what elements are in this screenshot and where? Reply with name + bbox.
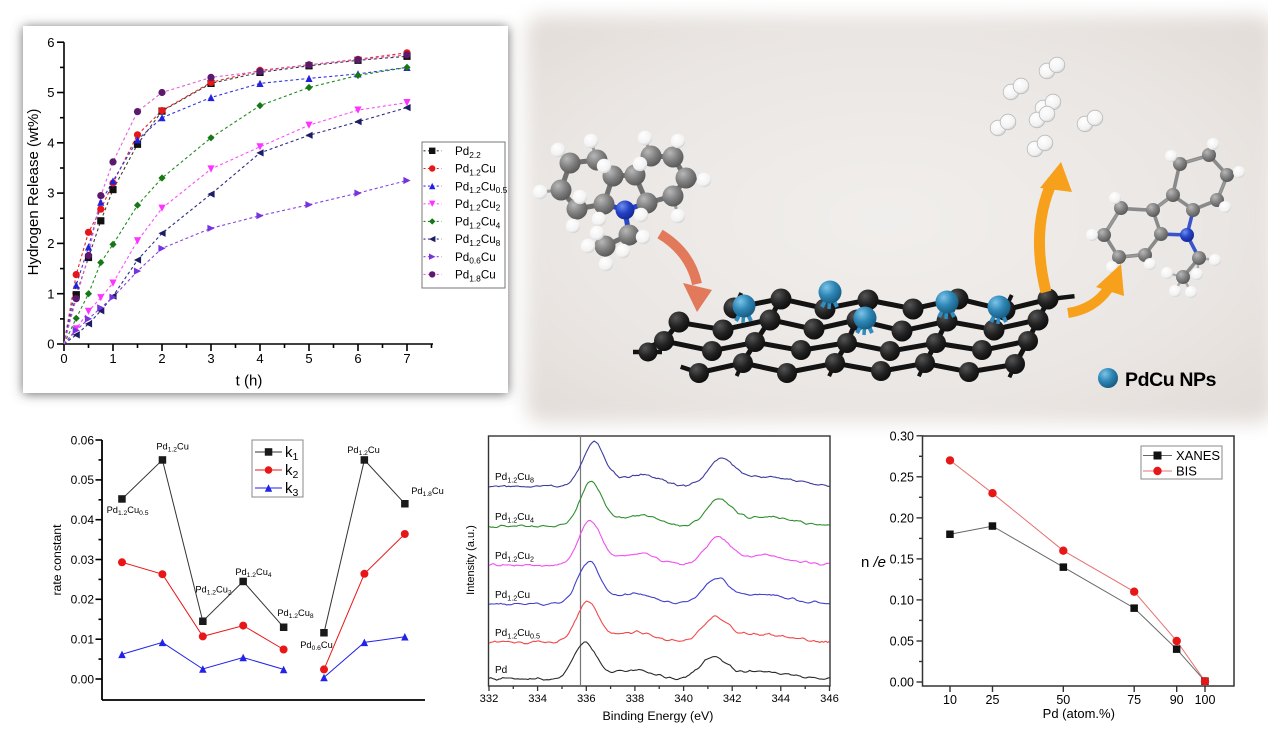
svg-text:332: 332 xyxy=(480,693,499,705)
svg-text:340: 340 xyxy=(674,693,693,705)
svg-text:Pd1.2Cu0.5: Pd1.2Cu0.5 xyxy=(495,628,540,640)
svg-text:2: 2 xyxy=(158,351,165,366)
svg-text:0.25: 0.25 xyxy=(890,470,914,484)
svg-text:0.10: 0.10 xyxy=(890,593,914,607)
svg-text:0.05: 0.05 xyxy=(890,635,914,649)
svg-text:n /e: n /e xyxy=(861,554,886,571)
svg-text:338: 338 xyxy=(626,693,645,705)
svg-text:6: 6 xyxy=(47,35,54,50)
svg-text:7: 7 xyxy=(403,351,410,366)
svg-text:5: 5 xyxy=(305,351,312,366)
svg-text:Intensity (a.u.): Intensity (a.u.) xyxy=(465,525,477,595)
svg-text:0: 0 xyxy=(47,337,54,352)
svg-text:75: 75 xyxy=(1127,693,1141,707)
svg-text:344: 344 xyxy=(771,693,790,705)
svg-text:Pd1.2Cu0.5: Pd1.2Cu0.5 xyxy=(455,180,508,195)
svg-text:3: 3 xyxy=(47,186,54,201)
svg-text:10: 10 xyxy=(943,693,957,707)
svg-text:Pd0.6Cu: Pd0.6Cu xyxy=(300,640,333,652)
svg-text:Pd1.2Cu2: Pd1.2Cu2 xyxy=(495,551,534,563)
svg-text:0: 0 xyxy=(60,351,67,366)
svg-text:0.03: 0.03 xyxy=(71,553,95,567)
svg-text:Pd0.6Cu: Pd0.6Cu xyxy=(455,251,496,266)
svg-text:3: 3 xyxy=(207,351,214,366)
svg-text:BIS: BIS xyxy=(1176,464,1197,479)
svg-text:0.05: 0.05 xyxy=(71,473,95,487)
svg-text:90: 90 xyxy=(1170,693,1184,707)
svg-text:Pd1.2Cu: Pd1.2Cu xyxy=(156,442,189,454)
svg-text:Pd: Pd xyxy=(495,665,507,676)
svg-text:0.04: 0.04 xyxy=(71,513,95,527)
svg-text:Pd1.2Cu: Pd1.2Cu xyxy=(495,590,530,602)
svg-text:Pd1.2Cu0.5: Pd1.2Cu0.5 xyxy=(107,505,149,517)
svg-text:Pd1.2Cu4: Pd1.2Cu4 xyxy=(495,512,534,524)
svg-text:Pd1.2Cu2: Pd1.2Cu2 xyxy=(195,585,232,597)
svg-text:Pd1.2Cu4: Pd1.2Cu4 xyxy=(235,567,272,579)
svg-text:Pd1.2Cu: Pd1.2Cu xyxy=(347,445,380,457)
svg-text:Pd1.2Cu8: Pd1.2Cu8 xyxy=(455,233,501,248)
svg-text:0.06: 0.06 xyxy=(71,433,95,447)
svg-text:Pd1.2Cu8: Pd1.2Cu8 xyxy=(277,608,314,620)
svg-text:0.02: 0.02 xyxy=(71,593,95,607)
svg-text:346: 346 xyxy=(820,693,839,705)
svg-text:50: 50 xyxy=(1056,693,1070,707)
svg-text:0.15: 0.15 xyxy=(890,552,914,566)
svg-text:Hydrogen Release (wt%): Hydrogen Release (wt%) xyxy=(25,109,42,276)
svg-text:rate constant: rate constant xyxy=(50,524,64,596)
svg-text:4: 4 xyxy=(256,351,263,366)
svg-text:2: 2 xyxy=(47,236,54,251)
svg-text:100: 100 xyxy=(1195,693,1216,707)
svg-text:6: 6 xyxy=(354,351,361,366)
svg-text:334: 334 xyxy=(528,693,547,705)
svg-text:Pd1.8Cu: Pd1.8Cu xyxy=(455,269,496,284)
svg-text:PdCu NPs: PdCu NPs xyxy=(1125,369,1217,391)
svg-text:Binding Energy (eV): Binding Energy (eV) xyxy=(603,709,714,723)
svg-text:0.20: 0.20 xyxy=(890,511,914,525)
svg-text:Pd (atom.%): Pd (atom.%) xyxy=(1043,706,1115,721)
svg-text:Pd1.2Cu8: Pd1.2Cu8 xyxy=(495,472,534,484)
svg-text:0.30: 0.30 xyxy=(890,429,914,443)
svg-text:4: 4 xyxy=(47,135,54,150)
svg-text:1: 1 xyxy=(47,286,54,301)
svg-text:0.01: 0.01 xyxy=(71,633,95,647)
svg-text:Pd1.8Cu: Pd1.8Cu xyxy=(411,486,444,498)
svg-text:Pd1.2Cu4: Pd1.2Cu4 xyxy=(455,216,501,231)
svg-text:25: 25 xyxy=(986,693,1000,707)
svg-text:342: 342 xyxy=(723,693,742,705)
svg-text:Pd1.2Cu: Pd1.2Cu xyxy=(455,163,496,178)
svg-text:336: 336 xyxy=(577,693,596,705)
svg-text:t (h): t (h) xyxy=(236,373,263,390)
svg-text:1: 1 xyxy=(109,351,116,366)
svg-text:XANES: XANES xyxy=(1176,448,1220,463)
svg-text:5: 5 xyxy=(47,85,54,100)
svg-text:0.00: 0.00 xyxy=(890,676,914,690)
svg-text:0.00: 0.00 xyxy=(71,672,95,686)
svg-text:Pd1.2Cu2: Pd1.2Cu2 xyxy=(455,198,501,213)
svg-text:Pd2.2: Pd2.2 xyxy=(455,145,481,160)
